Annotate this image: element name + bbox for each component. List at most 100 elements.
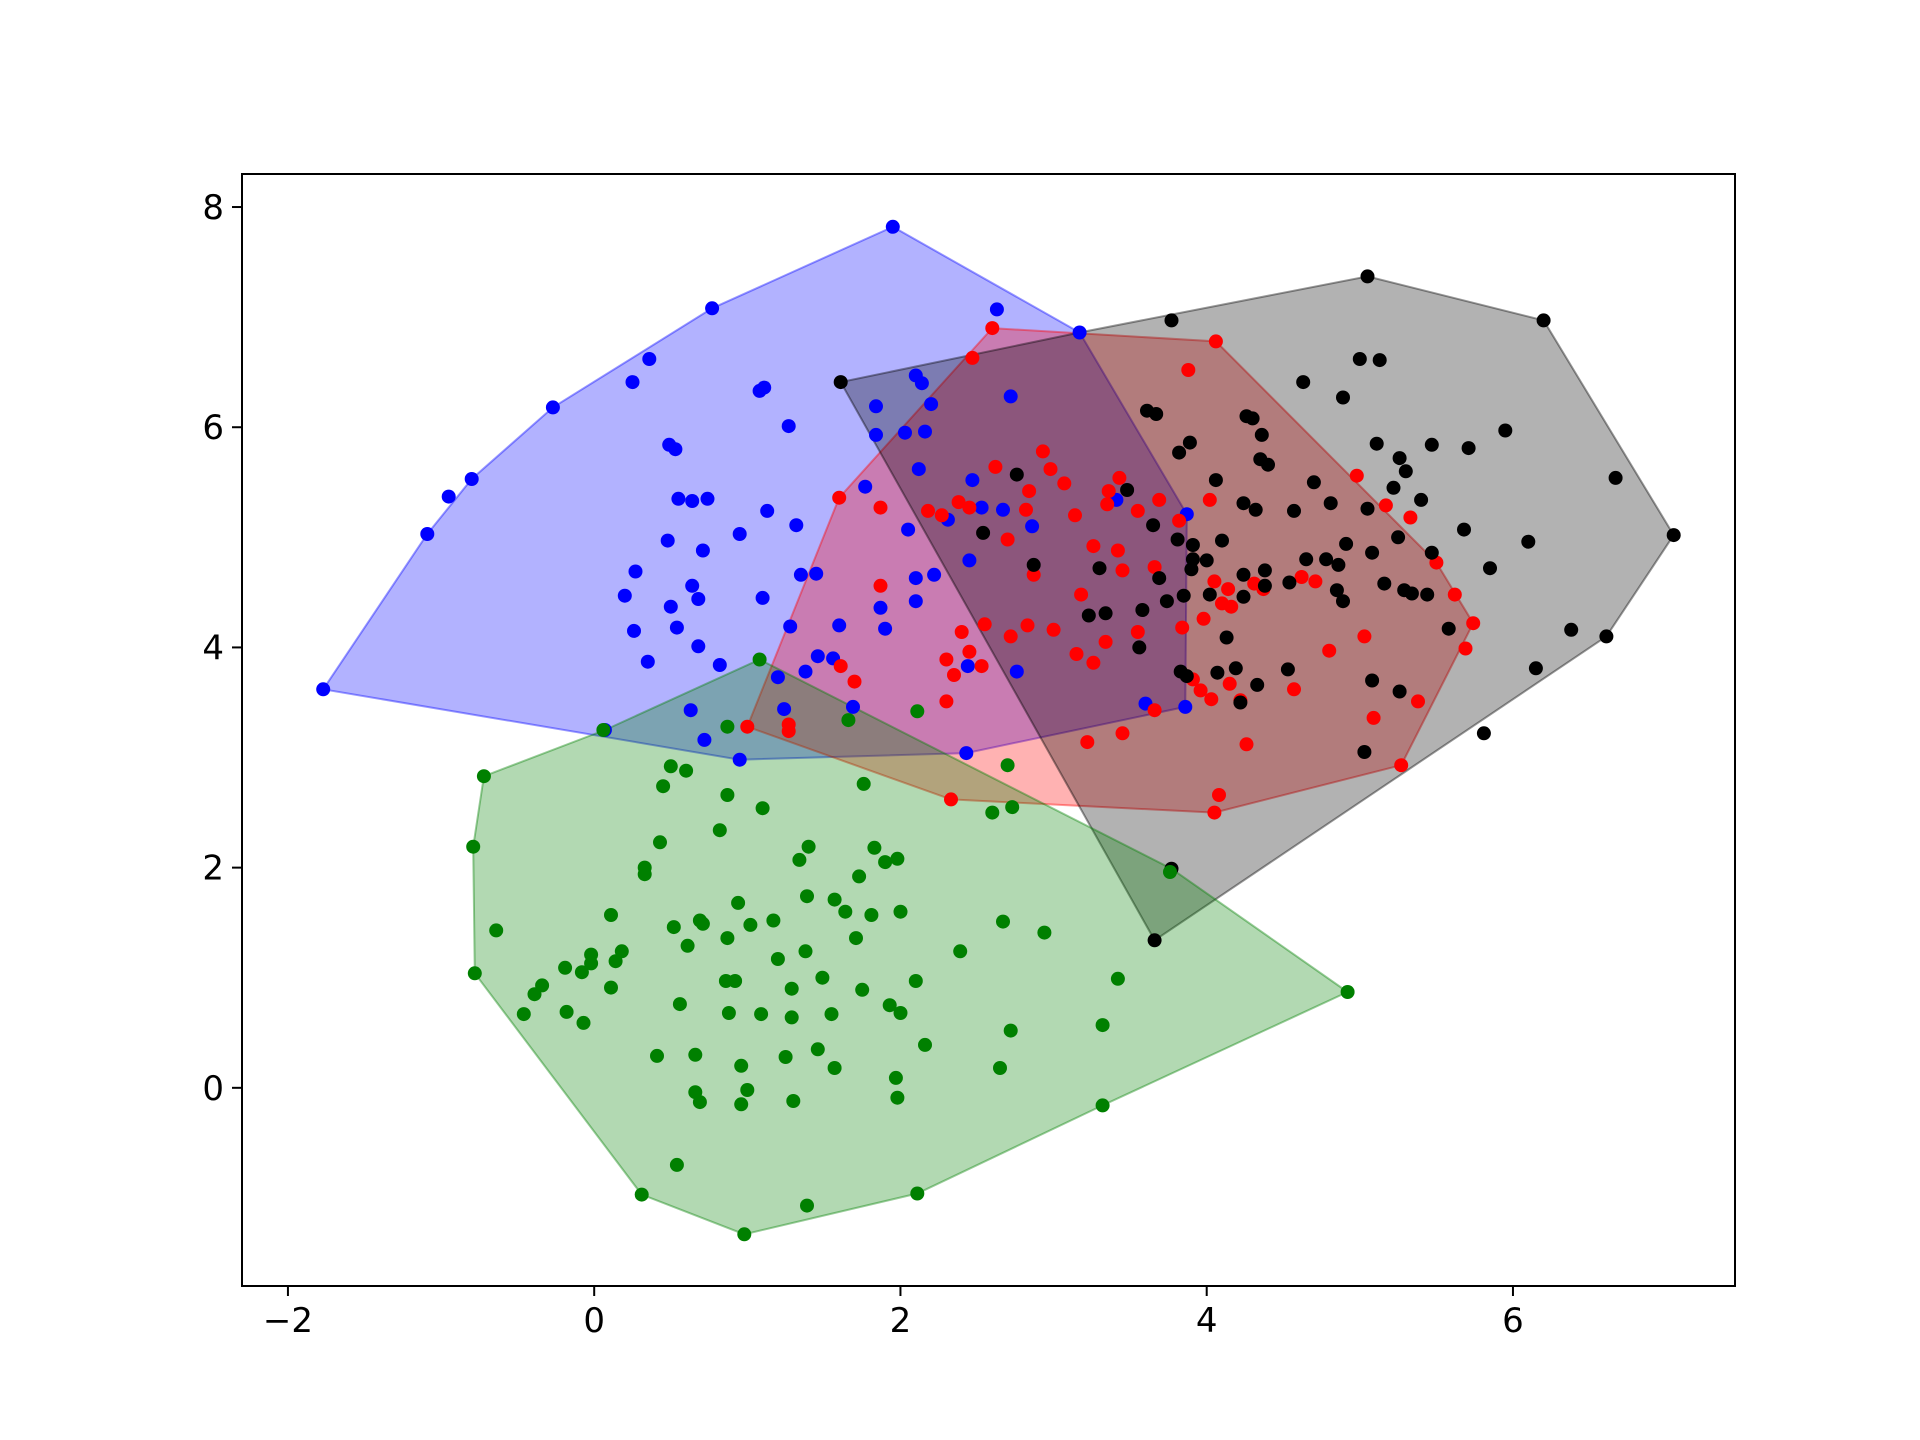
data-point bbox=[516, 1007, 531, 1022]
data-point bbox=[712, 823, 727, 838]
data-point bbox=[1196, 611, 1211, 626]
data-point bbox=[1199, 553, 1214, 568]
data-point bbox=[974, 659, 989, 674]
data-point bbox=[697, 732, 712, 747]
data-point bbox=[867, 840, 882, 855]
data-point bbox=[1233, 695, 1248, 710]
y-axis: 0 2 4 6 8 bbox=[202, 188, 242, 1109]
data-point bbox=[712, 658, 727, 672]
data-point bbox=[1080, 735, 1095, 750]
data-point bbox=[914, 376, 929, 391]
data-point bbox=[1130, 503, 1145, 518]
data-point bbox=[873, 500, 888, 515]
data-point bbox=[692, 1095, 707, 1110]
data-point bbox=[1068, 508, 1082, 523]
data-point bbox=[476, 769, 491, 784]
data-point bbox=[1172, 513, 1187, 528]
x-tick-label: −2 bbox=[263, 1301, 313, 1341]
data-point bbox=[770, 670, 785, 685]
data-point bbox=[801, 839, 816, 854]
data-point bbox=[918, 1037, 932, 1052]
data-point bbox=[786, 1094, 801, 1108]
data-point bbox=[962, 644, 977, 659]
data-point bbox=[1391, 530, 1406, 545]
data-point bbox=[1132, 640, 1147, 655]
y-tick-label: 2 bbox=[202, 849, 224, 889]
data-point bbox=[1394, 758, 1409, 773]
data-point bbox=[847, 674, 862, 689]
data-point bbox=[663, 599, 678, 614]
data-point bbox=[1521, 534, 1536, 549]
data-point bbox=[1411, 694, 1425, 709]
data-point bbox=[770, 952, 785, 966]
data-point bbox=[467, 966, 482, 981]
data-point bbox=[1280, 662, 1295, 677]
data-point bbox=[921, 503, 935, 518]
data-point bbox=[910, 1186, 925, 1201]
data-point bbox=[989, 302, 1004, 317]
data-point bbox=[1149, 407, 1164, 421]
data-point bbox=[672, 997, 687, 1012]
plot-frame bbox=[241, 173, 1736, 1287]
data-point bbox=[608, 954, 623, 969]
data-point bbox=[1369, 436, 1384, 451]
data-point bbox=[760, 503, 775, 518]
data-point bbox=[800, 889, 814, 904]
data-point bbox=[873, 600, 888, 615]
data-point bbox=[777, 702, 792, 717]
data-point bbox=[873, 578, 888, 593]
data-point bbox=[960, 659, 975, 674]
data-point bbox=[1357, 629, 1372, 644]
data-point bbox=[1204, 692, 1219, 707]
data-point bbox=[1208, 473, 1223, 488]
data-point bbox=[679, 763, 694, 778]
data-point bbox=[924, 397, 939, 412]
data-point bbox=[752, 652, 767, 667]
data-point bbox=[1404, 586, 1419, 601]
data-point bbox=[798, 944, 813, 959]
data-point bbox=[666, 920, 681, 935]
data-point bbox=[466, 839, 481, 854]
data-point bbox=[732, 527, 747, 541]
data-point bbox=[441, 489, 456, 504]
data-point bbox=[642, 352, 657, 366]
data-point bbox=[832, 490, 847, 505]
data-point bbox=[634, 1187, 649, 1202]
data-point bbox=[1322, 643, 1337, 658]
data-point bbox=[1306, 475, 1321, 490]
data-point bbox=[1424, 545, 1439, 560]
data-point bbox=[1254, 427, 1269, 442]
data-point bbox=[1095, 1018, 1110, 1033]
data-point bbox=[1366, 710, 1381, 725]
data-point bbox=[668, 442, 683, 457]
data-point bbox=[1182, 435, 1197, 450]
data-point bbox=[885, 219, 900, 234]
data-point bbox=[617, 588, 632, 603]
data-point bbox=[755, 590, 770, 605]
data-point bbox=[1069, 647, 1084, 661]
data-point bbox=[996, 502, 1010, 517]
data-point bbox=[1287, 682, 1301, 697]
data-point bbox=[1193, 683, 1208, 698]
data-point bbox=[810, 1042, 825, 1057]
data-point bbox=[1026, 567, 1041, 582]
data-point bbox=[420, 527, 435, 541]
data-point bbox=[833, 659, 848, 674]
data-point bbox=[695, 916, 710, 931]
data-point bbox=[1147, 560, 1162, 575]
data-point bbox=[737, 1227, 752, 1242]
data-point bbox=[1208, 334, 1223, 349]
data-point bbox=[849, 931, 863, 946]
data-point bbox=[1179, 669, 1194, 684]
y-tick-label: 0 bbox=[202, 1069, 224, 1109]
data-point bbox=[962, 553, 977, 568]
data-point bbox=[1447, 587, 1462, 602]
data-point bbox=[574, 965, 589, 980]
data-point bbox=[1294, 570, 1309, 584]
data-point bbox=[1564, 622, 1579, 637]
data-point bbox=[685, 494, 700, 508]
data-point bbox=[898, 425, 912, 440]
data-point bbox=[1372, 353, 1387, 368]
data-point bbox=[1181, 363, 1196, 377]
data-point bbox=[1025, 519, 1040, 534]
